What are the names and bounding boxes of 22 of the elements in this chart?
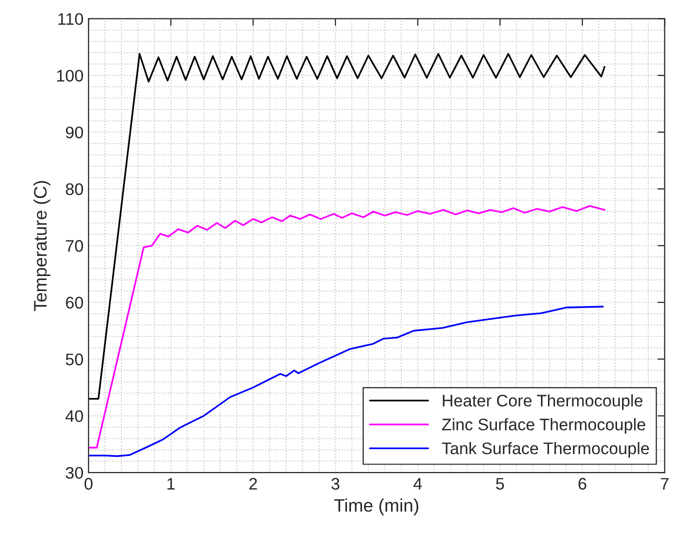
legend-label: Tank Surface Thermocouple xyxy=(442,442,649,458)
legend-label: Heater Core Thermocouple xyxy=(442,394,642,410)
x-tick-label: 7 xyxy=(660,478,668,490)
x-tick-label: 1 xyxy=(167,478,175,490)
y-axis-title: Temperature (C) xyxy=(33,181,50,311)
x-tick-label: 3 xyxy=(331,478,340,490)
legend-label: Zinc Surface Thermocouple xyxy=(442,418,646,434)
y-tick-label: 110 xyxy=(58,13,84,25)
y-tick-label: 80 xyxy=(66,183,84,196)
y-tick-label: 30 xyxy=(66,466,84,479)
y-tick-label: 40 xyxy=(66,410,84,422)
x-tick-label: 0 xyxy=(84,478,93,490)
x-tick-label: 4 xyxy=(413,478,422,490)
x-tick-label: 6 xyxy=(578,478,586,490)
y-tick-label: 50 xyxy=(66,354,84,366)
y-tick-label: 70 xyxy=(66,240,84,252)
x-tick-label: 5 xyxy=(496,478,504,490)
y-tick-label: 90 xyxy=(66,126,84,138)
y-tick-label: 60 xyxy=(66,296,84,309)
x-axis-title: Time (min) xyxy=(334,498,418,516)
x-tick-label: 2 xyxy=(249,478,257,490)
y-tick-label: 100 xyxy=(57,70,84,82)
